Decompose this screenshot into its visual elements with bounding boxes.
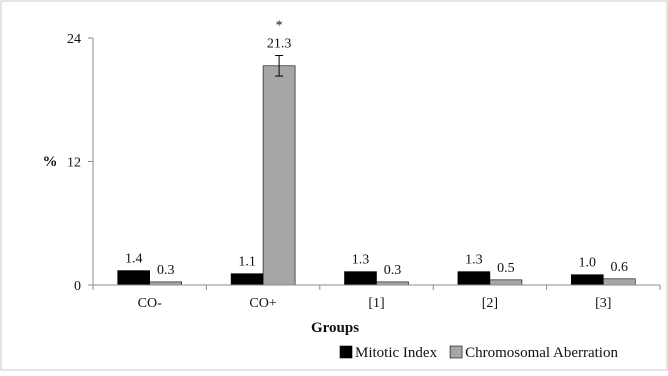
y-axis-label: %: [43, 154, 58, 170]
bar-mitotic-index: [457, 271, 491, 286]
x-tick-label: CO+: [249, 296, 276, 311]
legend-label: Mitotic Index: [355, 345, 438, 361]
x-axis-label: Groups: [311, 320, 359, 336]
significance-marker: *: [276, 18, 283, 33]
data-label: 1.0: [579, 256, 597, 271]
data-label: 0.3: [384, 263, 402, 278]
x-tick-label: [3]: [595, 296, 611, 311]
bar-mitotic-index: [230, 273, 264, 286]
y-tick-label: 12: [67, 156, 81, 171]
y-tick-label: 24: [67, 32, 81, 47]
bar-chromosomal-aberration: [262, 65, 296, 286]
bar-mitotic-index: [570, 274, 604, 286]
data-label: 0.3: [157, 263, 175, 278]
bar-mitotic-index: [117, 270, 150, 286]
legend: Mitotic Index Chromosomal Aberration: [339, 345, 618, 361]
bar-chromosomal-aberration: [602, 278, 636, 286]
y-axis: 0 12 24: [67, 32, 94, 294]
data-label: 0.6: [611, 260, 629, 275]
legend-swatch: [449, 345, 463, 359]
x-tick-label: CO-: [138, 296, 162, 311]
data-label: 1.3: [352, 253, 370, 268]
y-tick-label: 0: [74, 279, 81, 294]
data-label: 21.3: [267, 36, 292, 51]
legend-swatch: [339, 345, 353, 359]
x-axis: CO- CO+ [1] [2] [3]: [92, 284, 661, 311]
bar-mitotic-index: [344, 271, 377, 286]
x-tick-label: [2]: [482, 296, 498, 311]
x-tick-label: [1]: [368, 296, 384, 311]
data-label: 1.3: [465, 253, 483, 268]
data-label: 1.1: [238, 255, 256, 270]
data-label: 0.5: [497, 261, 515, 276]
bars-group: 1.4 0.3 1.1 21.3 * 1.3 0.3 1.3 0.5 1.0 0.6: [117, 18, 636, 286]
bar-chromosomal-aberration: [489, 279, 523, 286]
legend-label: Chromosomal Aberration: [465, 345, 618, 361]
data-label: 1.4: [125, 252, 143, 267]
